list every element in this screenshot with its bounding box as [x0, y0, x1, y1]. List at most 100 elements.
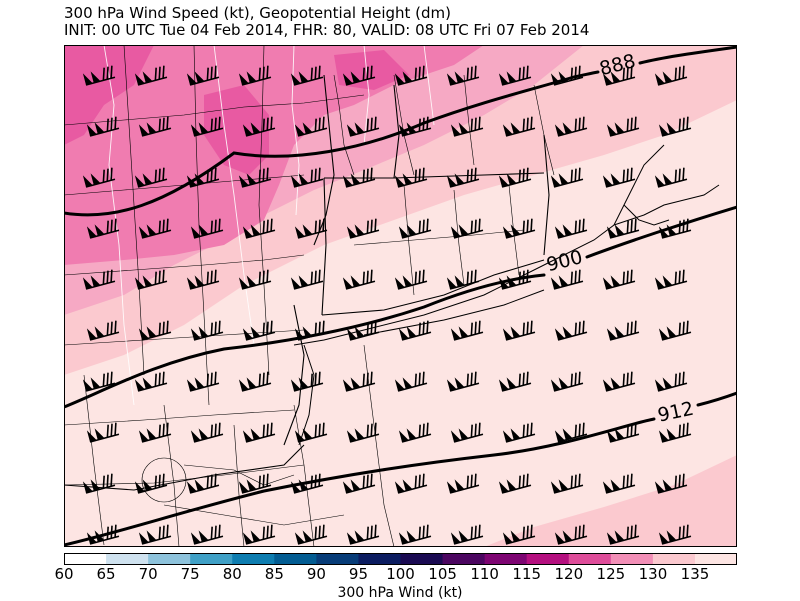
contour-888-east	[638, 45, 737, 65]
wind-barb	[290, 473, 324, 494]
colorbar-cell	[64, 553, 107, 565]
wind-barb	[450, 116, 484, 137]
wind-barb	[186, 371, 220, 392]
wind-barb	[654, 269, 688, 290]
wind-barb	[554, 422, 588, 443]
wind-barb	[502, 422, 536, 443]
wind-barb	[394, 269, 428, 290]
colorbar-cell	[190, 553, 233, 565]
wind-barb	[394, 65, 428, 86]
wind-barb	[238, 371, 272, 392]
wind-barb	[294, 320, 328, 341]
wind-barb	[606, 320, 640, 341]
colorbar-tick-label: 130	[638, 565, 668, 583]
wind-barb	[602, 473, 636, 494]
map-frame	[64, 45, 737, 547]
wind-barb	[658, 422, 692, 443]
contour-888	[64, 70, 600, 217]
colorbar-cell	[442, 553, 486, 565]
wind-barb	[238, 65, 272, 86]
wind-barb	[242, 116, 276, 137]
wind-barb	[398, 218, 432, 239]
wind-barb	[498, 167, 532, 188]
colorbar-cell	[106, 553, 149, 565]
wind-barb	[346, 116, 380, 137]
wind-barb	[658, 116, 692, 137]
colorbar-tick-label: 100	[386, 565, 415, 583]
wind-barb	[86, 116, 120, 137]
wind-barb	[82, 473, 116, 494]
wind-barb	[654, 371, 688, 392]
wind-barb	[294, 116, 328, 137]
wind-barb	[138, 524, 172, 545]
wind-barb	[82, 371, 116, 392]
colorbar-cell	[484, 553, 528, 565]
wind-barb	[242, 524, 276, 545]
white-river-lines	[103, 45, 435, 406]
wind-fill-105-110-b	[204, 85, 269, 175]
wind-barb	[394, 473, 428, 494]
colorbar-cell	[694, 553, 737, 565]
wind-barb	[394, 371, 428, 392]
wind-barb	[190, 116, 224, 137]
wind-barb	[498, 371, 532, 392]
wind-barb	[450, 524, 484, 545]
colorbar-tick-label: 120	[554, 565, 584, 583]
colorbar-tick-label: 70	[138, 565, 158, 583]
colorbar-cell	[526, 553, 570, 565]
colorbar-frame	[64, 553, 737, 565]
colorbar-cell	[232, 553, 275, 565]
wind-barb	[398, 524, 432, 545]
wind-barb	[502, 524, 536, 545]
wind-barb	[294, 218, 328, 239]
wind-barb	[242, 320, 276, 341]
wind-barb	[134, 269, 168, 290]
colorbar-cell	[568, 553, 612, 565]
map-subtitle: INIT: 00 UTC Tue 04 Feb 2014, FHR: 80, V…	[64, 21, 590, 39]
wind-barb	[554, 218, 588, 239]
wind-barb	[658, 218, 692, 239]
wind-barb	[554, 524, 588, 545]
wind-barb	[342, 269, 376, 290]
colorbar-tick-label: 80	[222, 565, 242, 583]
wind-barb	[554, 320, 588, 341]
wind-barb	[86, 422, 120, 443]
wind-barb	[290, 371, 324, 392]
wind-barb	[450, 320, 484, 341]
wind-barb	[602, 167, 636, 188]
wind-barb	[342, 65, 376, 86]
colorbar-tick-label: 125	[596, 565, 626, 583]
wind-barb	[190, 422, 224, 443]
wind-barb	[654, 167, 688, 188]
wind-barb	[134, 371, 168, 392]
wind-barb	[342, 167, 376, 188]
wind-barb	[342, 371, 376, 392]
wind-barb	[602, 371, 636, 392]
colorbar-tick-label: 60	[54, 565, 74, 583]
wind-barb	[446, 167, 480, 188]
wind-barb	[446, 473, 480, 494]
wind-barb	[82, 167, 116, 188]
wind-barb	[606, 218, 640, 239]
wind-barb	[86, 218, 120, 239]
map-panel: 888 900 912	[64, 45, 737, 547]
wind-barb	[346, 422, 380, 443]
colorbar-cell	[274, 553, 317, 565]
wind-barb	[290, 167, 324, 188]
wind-barb	[446, 371, 480, 392]
wind-barb	[550, 167, 584, 188]
wind-barb	[550, 473, 584, 494]
wind-barb	[134, 473, 168, 494]
colorbar-cell	[358, 553, 401, 565]
wind-barb	[398, 422, 432, 443]
wind-barb	[550, 371, 584, 392]
colorbar-tick-label: 65	[96, 565, 116, 583]
colorbar-tick-label: 95	[348, 565, 368, 583]
colorbar-label: 300 hPa Wind (kt)	[337, 585, 463, 601]
colorbar-cell	[148, 553, 191, 565]
wind-barb	[86, 320, 120, 341]
map-title: 300 hPa Wind Speed (kt), Geopotential He…	[64, 4, 452, 22]
colorbar-tick-label: 110	[470, 565, 499, 583]
colorbar-cell	[316, 553, 359, 565]
wind-barb	[138, 320, 172, 341]
